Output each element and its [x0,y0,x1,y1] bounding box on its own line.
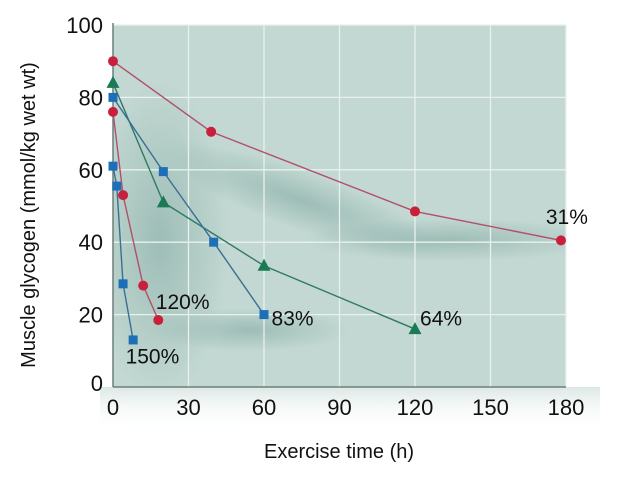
series-label: 150% [126,345,180,368]
y-tick-label: 60 [79,158,103,183]
y-tick-label: 0 [91,371,103,396]
data-point-triangle [257,258,271,271]
data-point-triangle [106,75,120,88]
y-tick-label: 80 [79,85,103,110]
data-point-circle [153,315,164,326]
y-tick-label: 20 [79,303,103,328]
data-point-circle [108,56,118,67]
series-64pct [106,75,422,335]
x-tick-label: 60 [252,395,276,420]
data-point-circle [108,106,118,117]
data-point-circle [206,126,217,137]
y-tick-labels: 0 20 40 60 80 100 [66,13,103,396]
series-annotations: 31% 64% 83% 120% 150% [126,206,588,368]
data-point-circle [410,206,420,217]
series-label: 31% [546,206,588,229]
plot-shadows [113,80,566,387]
data-point-square [209,237,219,247]
x-tick-label: 180 [548,395,585,420]
data-point-square [112,181,122,191]
data-point-square [259,310,269,320]
x-tick-labels: 0 30 60 90 120 150 180 [107,395,584,420]
y-axis-title: Muscle glycogen (mmol/kg wet wt) [18,62,40,368]
series-83pct [108,92,269,320]
series-120pct [108,106,164,326]
data-point-square [108,92,118,102]
data-point-triangle [156,195,170,208]
data-point-triangle [408,322,422,335]
y-tick-label: 40 [79,230,103,255]
data-point-square [108,161,118,171]
data-point-square [118,279,128,289]
series-line [112,82,416,330]
series-label: 83% [272,307,314,330]
data-point-square [158,167,168,177]
x-tick-label: 150 [472,395,509,420]
data-point-circle [118,190,129,201]
data-point-circle [138,280,149,291]
axis-shade [100,387,600,432]
series-line [112,111,159,321]
data-point-square [128,335,138,345]
y-tick-label: 100 [66,13,103,38]
x-tick-label: 90 [327,395,351,420]
series-31pct [108,56,566,246]
x-tick-label: 120 [397,395,434,420]
data-point-circle [555,235,566,246]
series-label: 120% [156,291,210,314]
series-line [112,166,134,341]
series-group [106,56,566,345]
series-line [112,60,562,242]
x-tick-label: 30 [176,395,200,420]
series-label: 64% [420,307,462,330]
series-line [112,97,265,315]
x-axis-title: Exercise time (h) [264,441,414,463]
x-tick-label: 0 [107,395,119,420]
series-150pct [108,161,138,345]
